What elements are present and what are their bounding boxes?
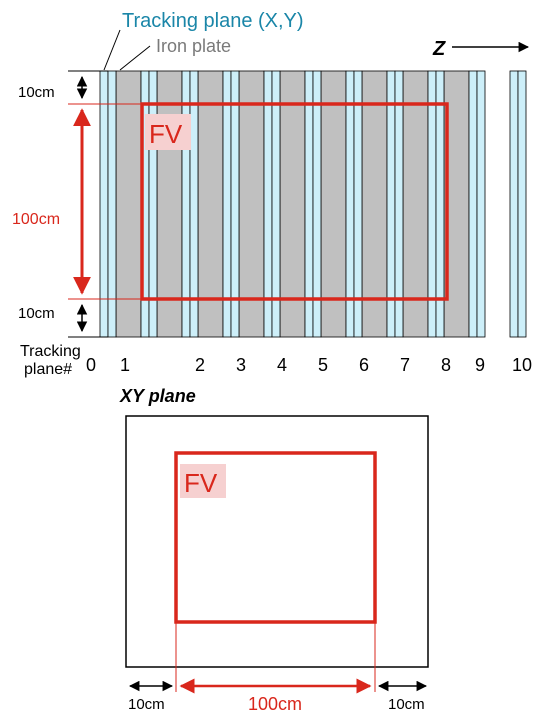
iron-plate bbox=[197, 70, 224, 338]
plane-number-3: 3 bbox=[236, 355, 246, 375]
fv-box-side bbox=[140, 102, 449, 301]
tracking-plane-strip bbox=[222, 70, 232, 338]
fv-label-bg-side bbox=[145, 114, 191, 150]
plane-numbers: 0 1 2 3 4 5 6 7 8 9 10 bbox=[86, 355, 532, 375]
iron-plate-label: Iron plate bbox=[156, 36, 231, 56]
tracking-plane-strip bbox=[345, 70, 355, 338]
dim-middle-label: 100cm bbox=[12, 211, 60, 228]
plane-number-9: 9 bbox=[475, 355, 485, 375]
xy-dim-right-label: 10cm bbox=[388, 696, 425, 713]
tracking-plane-strip bbox=[517, 70, 527, 338]
z-axis-label: Z bbox=[432, 38, 446, 60]
tracking-plane-strip bbox=[312, 70, 322, 338]
tracking-plane-strip bbox=[304, 70, 314, 338]
iron-plate bbox=[115, 70, 142, 338]
tracking-plane-label: Tracking plane (X,Y) bbox=[122, 10, 304, 32]
tracking-plane-strip bbox=[468, 70, 478, 338]
dim-bottom-label: 10cm bbox=[18, 305, 55, 322]
tracking-plane-strip bbox=[181, 70, 191, 338]
module-side-view bbox=[99, 70, 527, 338]
xy-plane-title: XY plane bbox=[119, 386, 196, 406]
fv-label-bg-xy bbox=[180, 464, 226, 498]
xy-dim-left-label: 10cm bbox=[128, 696, 165, 713]
tracking-plane-strip bbox=[263, 70, 273, 338]
plane-number-4: 4 bbox=[277, 355, 287, 375]
tracking-plane-strip bbox=[386, 70, 396, 338]
plane-number-7: 7 bbox=[400, 355, 410, 375]
iron-plate bbox=[156, 70, 183, 338]
xy-dim-middle-label: 100cm bbox=[248, 694, 302, 713]
plane-number-0: 0 bbox=[86, 355, 96, 375]
xy-outer-box bbox=[125, 415, 429, 668]
tracking-plane-strip bbox=[509, 70, 519, 338]
plane-number-title: Tracking plane# bbox=[20, 343, 85, 378]
plane-number-10: 10 bbox=[512, 355, 532, 375]
tracking-plane-strip bbox=[189, 70, 199, 338]
tracking-plane-strip bbox=[99, 70, 109, 338]
fv-label-xy: FV bbox=[184, 468, 218, 498]
plane-number-6: 6 bbox=[359, 355, 369, 375]
iron-plate bbox=[238, 70, 265, 338]
tracking-plane-strip bbox=[476, 70, 486, 338]
plane-number-1: 1 bbox=[120, 355, 130, 375]
plane-number-title-line1: Tracking bbox=[20, 343, 81, 360]
fv-box-xy bbox=[174, 451, 377, 624]
fv-label-side: FV bbox=[149, 119, 183, 149]
plane-number-2: 2 bbox=[195, 355, 205, 375]
tracking-plane-strip bbox=[107, 70, 117, 338]
tracking-plane-strip bbox=[148, 70, 158, 338]
plane-number-5: 5 bbox=[318, 355, 328, 375]
iron-plate-pointer bbox=[119, 45, 151, 71]
iron-plate bbox=[320, 70, 347, 338]
tracking-plane-pointer bbox=[103, 29, 121, 71]
tracking-plane-strip bbox=[353, 70, 363, 338]
iron-plate bbox=[279, 70, 306, 338]
tracking-plane-strip bbox=[394, 70, 404, 338]
tracking-plane-strip bbox=[435, 70, 445, 338]
tracking-plane-strip bbox=[271, 70, 281, 338]
iron-plate bbox=[402, 70, 429, 338]
dim-top-label: 10cm bbox=[18, 84, 55, 101]
iron-plate bbox=[361, 70, 388, 338]
tracking-plane-strip bbox=[230, 70, 240, 338]
tracking-plane-strip bbox=[427, 70, 437, 338]
plane-number-title-line2: plane# bbox=[24, 361, 72, 378]
plane-number-8: 8 bbox=[441, 355, 451, 375]
